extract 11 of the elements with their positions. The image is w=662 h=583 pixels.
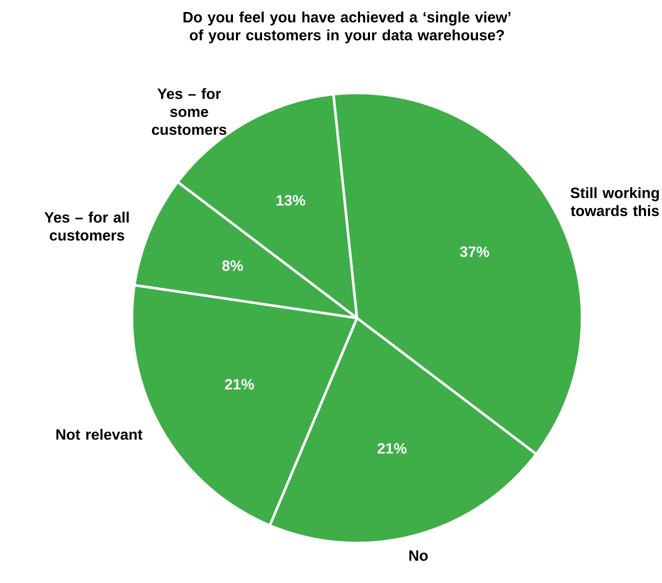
data-label: 8% bbox=[222, 260, 243, 271]
data-label: 21% bbox=[378, 443, 406, 454]
slice-label: Not relevant bbox=[56, 428, 142, 440]
data-label: 21% bbox=[224, 378, 254, 390]
slice-label: Yes – for all customers bbox=[44, 212, 129, 241]
data-label: 37% bbox=[460, 246, 490, 258]
slice-label: No bbox=[409, 550, 428, 561]
chart-title: Do you feel you have achieved a ‘single view’ of your customers in your data warehouse? bbox=[184, 12, 510, 44]
slice-label: Yes – for some customers bbox=[152, 88, 226, 135]
slice-label: Still working towards this bbox=[570, 187, 659, 216]
data-label: 13% bbox=[276, 195, 306, 206]
